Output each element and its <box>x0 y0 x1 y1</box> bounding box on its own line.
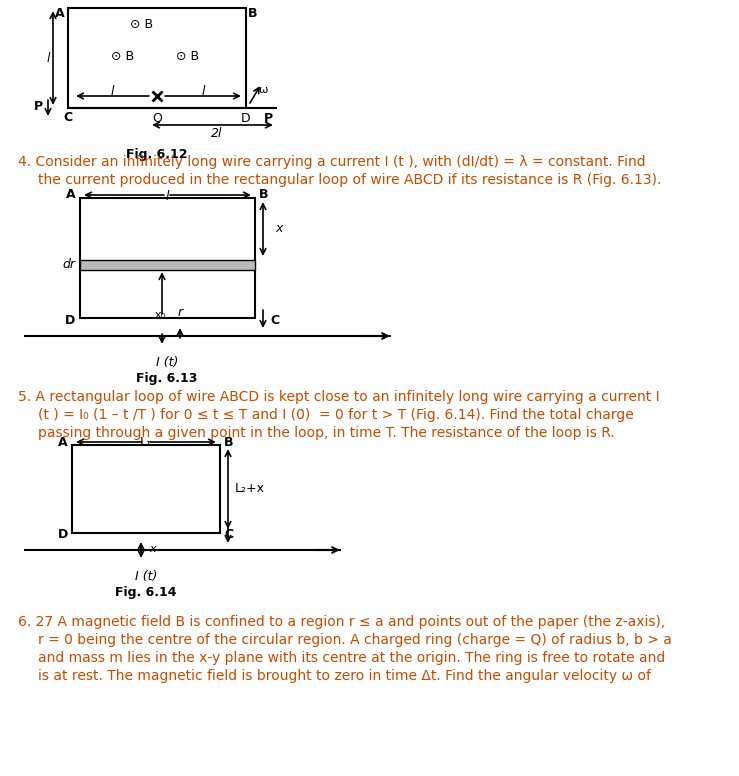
Text: 4. Consider an infinitely long wire carrying a current I (t ), with (dI/dt) = λ : 4. Consider an infinitely long wire carr… <box>18 155 646 169</box>
Text: B: B <box>259 189 268 202</box>
Text: Fig. 6.12: Fig. 6.12 <box>126 148 188 161</box>
Text: B: B <box>224 435 234 449</box>
Text: C: C <box>64 111 72 124</box>
Text: l: l <box>47 51 50 64</box>
Text: Fig. 6.13: Fig. 6.13 <box>136 372 198 385</box>
Text: I (t): I (t) <box>156 356 178 369</box>
Text: the current produced in the rectangular loop of wire ABCD if its resistance is R: the current produced in the rectangular … <box>38 173 661 187</box>
Text: is at rest. The magnetic field is brought to zero in time Δt. Find the angular v: is at rest. The magnetic field is brough… <box>38 669 651 683</box>
Text: L₁: L₁ <box>140 436 152 449</box>
Text: C: C <box>224 528 233 542</box>
Text: 2l: 2l <box>211 127 222 140</box>
Text: D: D <box>241 112 251 125</box>
Text: r = 0 being the centre of the circular region. A charged ring (charge = Q) of ra: r = 0 being the centre of the circular r… <box>38 633 672 647</box>
Text: l: l <box>201 85 205 98</box>
Text: passing through a given point in the loop, in time T. The resistance of the loop: passing through a given point in the loo… <box>38 426 615 440</box>
Text: P: P <box>33 99 43 113</box>
Text: D: D <box>65 314 75 327</box>
Text: A: A <box>67 189 76 202</box>
Text: C: C <box>270 314 279 327</box>
Text: I (t): I (t) <box>134 570 157 583</box>
Text: A: A <box>58 435 68 449</box>
Bar <box>80 260 255 270</box>
Text: 6. 27 A magnetic field B is confined to a region r ≤ a and points out of the pap: 6. 27 A magnetic field B is confined to … <box>18 615 665 629</box>
Text: (t ) = I₀ (1 – t /T ) for 0 ≤ t ≤ T and I (0)  = 0 for t > T (Fig. 6.14). Find t: (t ) = I₀ (1 – t /T ) for 0 ≤ t ≤ T and … <box>38 408 634 422</box>
Bar <box>72 445 220 533</box>
Text: dr: dr <box>62 258 75 272</box>
Text: l: l <box>110 85 114 98</box>
Text: B: B <box>248 7 257 20</box>
Text: 5. A rectangular loop of wire ABCD is kept close to an infinitely long wire carr: 5. A rectangular loop of wire ABCD is ke… <box>18 390 660 404</box>
Text: and mass m lies in the x-y plane with its centre at the origin. The ring is free: and mass m lies in the x-y plane with it… <box>38 651 665 665</box>
Text: D: D <box>58 528 68 542</box>
Text: L₂+x: L₂+x <box>235 483 265 496</box>
Text: x: x <box>275 223 282 235</box>
Text: ⊙ B: ⊙ B <box>177 50 200 63</box>
Bar <box>68 8 246 108</box>
Text: A: A <box>55 7 65 20</box>
Text: x: x <box>149 544 156 554</box>
Text: ⊙ B: ⊙ B <box>112 50 134 63</box>
Text: Fig. 6.14: Fig. 6.14 <box>115 586 177 599</box>
Text: x₀: x₀ <box>154 310 166 320</box>
Bar <box>80 260 255 270</box>
Text: O: O <box>152 112 162 125</box>
Text: P: P <box>263 112 273 125</box>
Text: ⊙ B: ⊙ B <box>131 18 154 31</box>
Text: ω: ω <box>258 85 268 95</box>
Text: r: r <box>177 307 183 320</box>
Text: l: l <box>166 189 168 203</box>
Bar <box>80 198 255 318</box>
